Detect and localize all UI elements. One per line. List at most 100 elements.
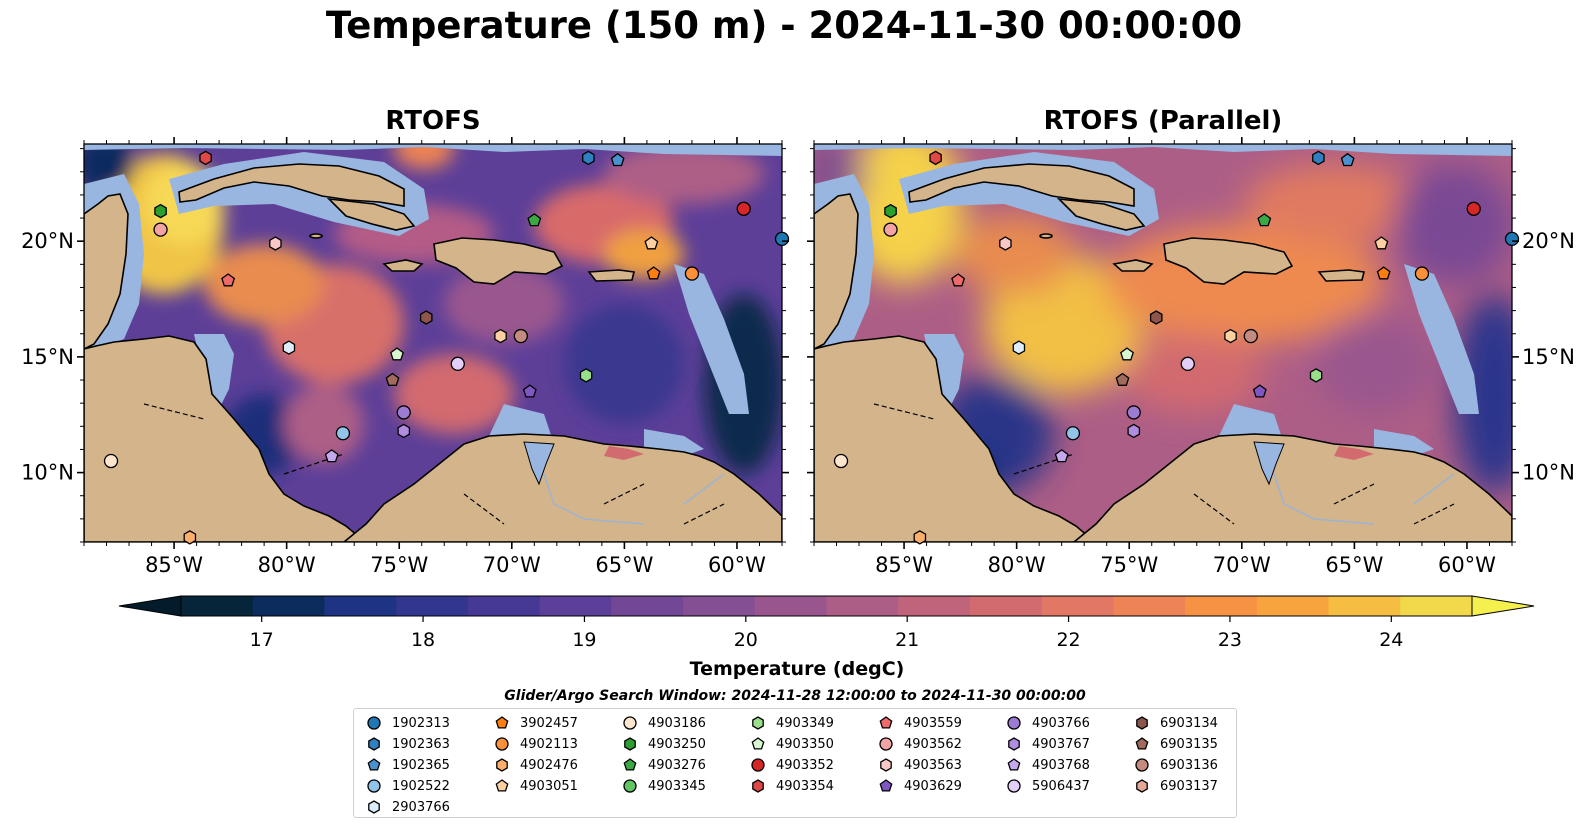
legend-marker-icon bbox=[368, 800, 380, 814]
colorbar-segment bbox=[1185, 596, 1258, 616]
float-marker bbox=[153, 222, 168, 237]
float-marker bbox=[644, 236, 659, 250]
legend-marker-icon bbox=[1136, 779, 1148, 793]
legend-label: 4903562 bbox=[904, 736, 962, 752]
legend-marker-icon bbox=[495, 737, 509, 751]
float-marker bbox=[1012, 340, 1026, 355]
legend-marker-icon bbox=[1007, 758, 1021, 771]
float-marker bbox=[282, 340, 296, 355]
float-marker bbox=[390, 347, 404, 361]
legend-marker-icon bbox=[1007, 779, 1021, 793]
colorbar-ticks: 17 18 19 20 21 22 23 24 bbox=[250, 616, 1403, 651]
legend-label: 1902365 bbox=[392, 757, 450, 773]
legend-label: 4903559 bbox=[904, 715, 962, 731]
legend-marker-icon bbox=[623, 716, 637, 730]
float-marker bbox=[154, 203, 167, 219]
legend-label: 4903349 bbox=[776, 715, 834, 731]
legend-marker bbox=[879, 737, 893, 751]
float-marker bbox=[450, 356, 465, 371]
float-marker bbox=[774, 231, 790, 247]
colorbar-segment bbox=[1328, 596, 1401, 616]
float-marker bbox=[833, 453, 849, 469]
legend-marker-icon bbox=[367, 779, 381, 793]
legend-item: 5906437 bbox=[1004, 776, 1090, 796]
lat-tick-label: 20°N bbox=[1522, 229, 1575, 253]
float-marker bbox=[1309, 368, 1323, 383]
colorbar-segment bbox=[1256, 596, 1330, 616]
lat-tick-label: 15°N bbox=[1522, 345, 1575, 369]
legend-marker bbox=[1135, 737, 1149, 750]
lon-tick-label: 65°W bbox=[1325, 553, 1383, 577]
colorbar-segment bbox=[181, 596, 254, 616]
legend-marker-icon bbox=[752, 716, 764, 730]
float-marker bbox=[199, 150, 212, 166]
lat-tick-label: 15°N bbox=[21, 345, 74, 369]
map-panel-rtofs bbox=[84, 144, 782, 542]
legend-marker bbox=[751, 758, 765, 772]
float-marker bbox=[397, 423, 411, 439]
float-marker bbox=[1224, 328, 1237, 344]
float-marker bbox=[1504, 231, 1520, 247]
lon-tick-label: 70°W bbox=[483, 553, 541, 577]
float-marker bbox=[582, 150, 595, 166]
legend-marker-icon bbox=[879, 779, 893, 792]
float-marker bbox=[1252, 384, 1267, 398]
legend-label: 4903345 bbox=[648, 778, 706, 794]
float-marker bbox=[951, 273, 966, 287]
legend-item: 4903768 bbox=[1004, 755, 1090, 775]
colorbar-segment bbox=[467, 596, 541, 616]
legend-marker-icon bbox=[751, 758, 765, 772]
float-marker bbox=[324, 449, 339, 463]
legend-marker-icon bbox=[368, 737, 380, 751]
legend-marker bbox=[623, 716, 637, 730]
float-marker bbox=[494, 328, 507, 344]
legend-item: 6903134 bbox=[1132, 713, 1218, 733]
map-frame-rtofs bbox=[83, 143, 783, 543]
legend-item: 4903766 bbox=[1004, 713, 1090, 733]
lon-tick-label: 85°W bbox=[145, 553, 203, 577]
legend-label: 6903135 bbox=[1160, 736, 1218, 752]
float-marker bbox=[883, 222, 898, 237]
float-marker bbox=[1414, 266, 1430, 281]
float-marker bbox=[1340, 152, 1355, 167]
legend-label: 4903250 bbox=[648, 736, 706, 752]
colorbar-extend-low bbox=[118, 595, 182, 617]
legend-label: 4903354 bbox=[776, 778, 834, 794]
float-marker bbox=[1376, 266, 1391, 280]
legend-marker bbox=[495, 737, 509, 751]
legend-marker-icon bbox=[495, 716, 509, 729]
colorbar-segment bbox=[898, 596, 971, 616]
legend-item: 1902313 bbox=[364, 713, 450, 733]
map-frame-rtofs-parallel bbox=[813, 143, 1513, 543]
legend-item: 4903767 bbox=[1004, 734, 1090, 754]
float-marker bbox=[396, 405, 411, 420]
lat-tick-label: 10°N bbox=[21, 461, 74, 485]
float-markers-rtofs-parallel bbox=[833, 150, 1520, 545]
float-marker bbox=[1180, 356, 1195, 371]
legend-label: 1902363 bbox=[392, 736, 450, 752]
colorbar-tick-label: 17 bbox=[250, 629, 274, 651]
legend-label: 3902457 bbox=[520, 715, 578, 731]
float-marker bbox=[1149, 310, 1163, 325]
legend-marker-icon bbox=[623, 758, 637, 771]
float-marker bbox=[999, 236, 1012, 251]
map-panel-rtofs-parallel bbox=[814, 144, 1512, 542]
float-marker bbox=[1065, 426, 1081, 441]
legend-item: 6903137 bbox=[1132, 776, 1218, 796]
legend-label: 4903276 bbox=[648, 757, 706, 773]
legend-marker-icon bbox=[1135, 758, 1149, 772]
legend-marker bbox=[1007, 758, 1021, 771]
legend-marker bbox=[752, 716, 764, 730]
float-marker bbox=[579, 368, 593, 383]
colorbar-extend-high bbox=[1471, 595, 1535, 617]
legend-marker-icon bbox=[367, 716, 381, 730]
legend-item: 4903563 bbox=[876, 755, 962, 775]
legend-marker-icon bbox=[496, 758, 508, 772]
float-marker bbox=[183, 530, 197, 545]
legend-marker-icon bbox=[1136, 716, 1148, 730]
legend-marker-icon bbox=[879, 737, 893, 751]
float-marker bbox=[1115, 372, 1130, 386]
float-marker bbox=[610, 152, 625, 167]
legend-label: 6903137 bbox=[1160, 778, 1218, 794]
float-marker bbox=[513, 328, 528, 344]
